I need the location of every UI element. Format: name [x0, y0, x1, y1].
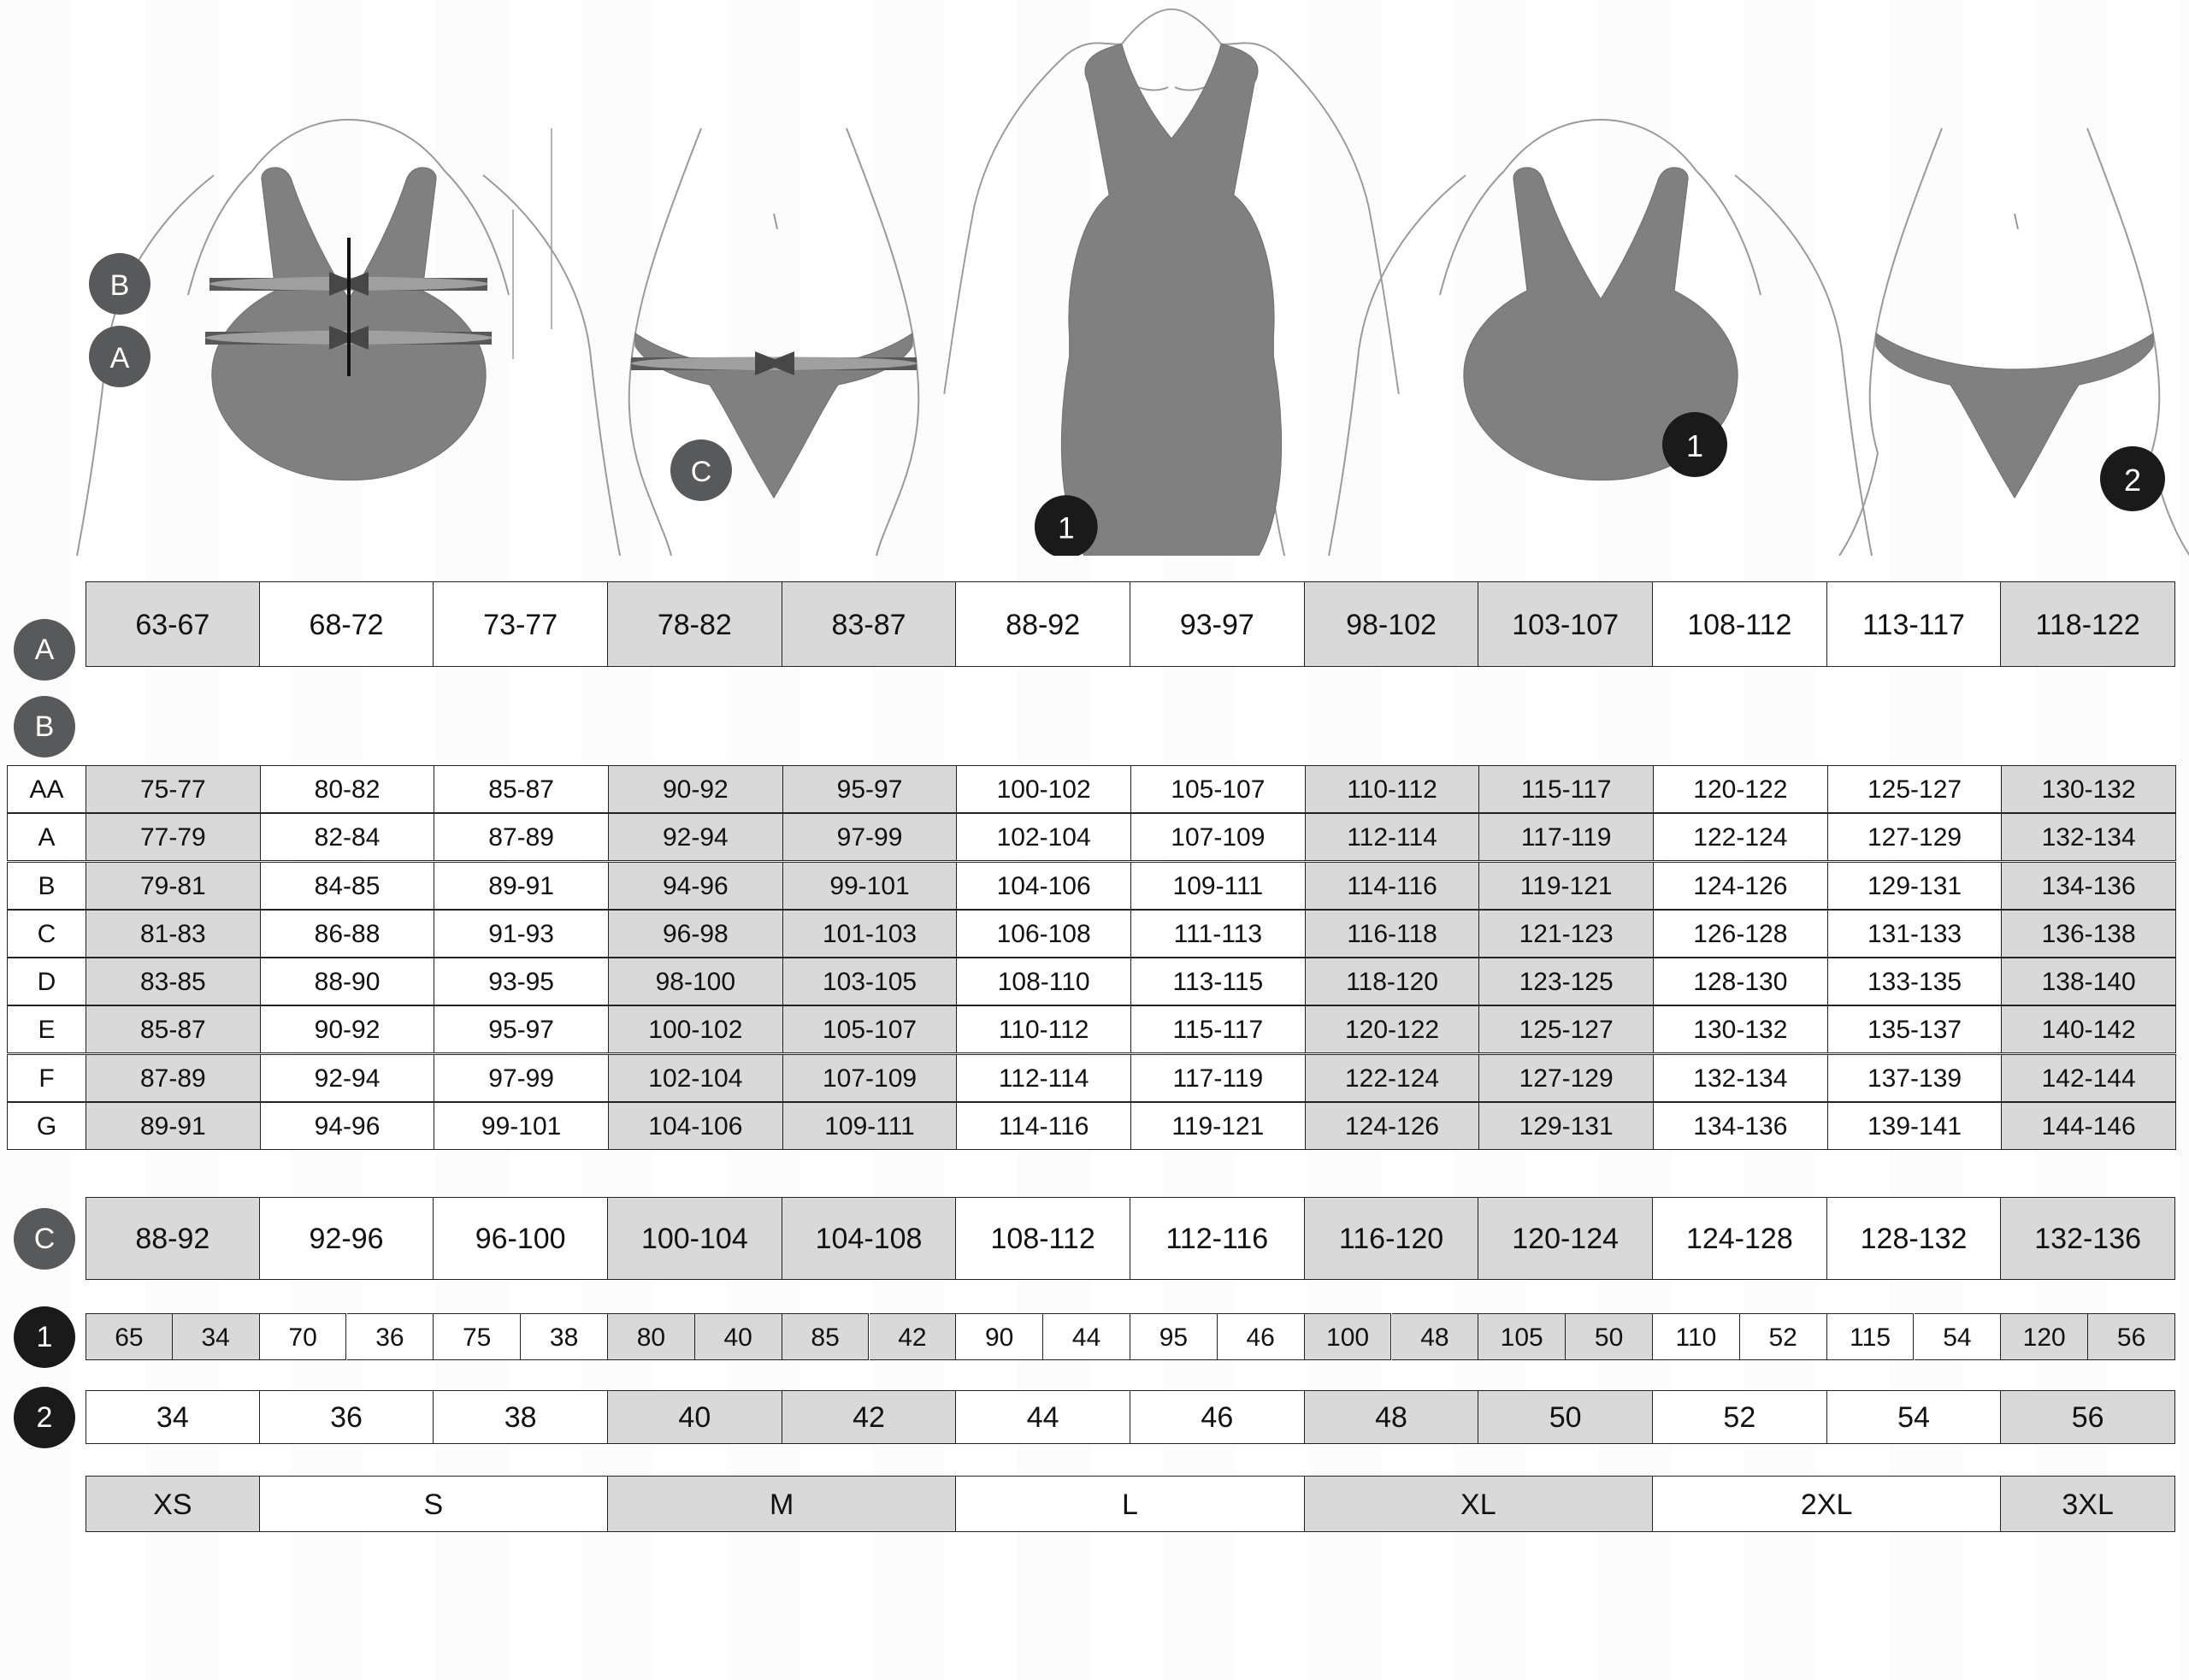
svg-text:2: 2	[2124, 463, 2141, 498]
svg-text:1: 1	[1686, 428, 1703, 463]
svg-text:A: A	[110, 342, 130, 374]
svg-text:1: 1	[1058, 512, 1074, 545]
svg-text:C: C	[691, 456, 712, 488]
svg-text:B: B	[110, 269, 130, 302]
